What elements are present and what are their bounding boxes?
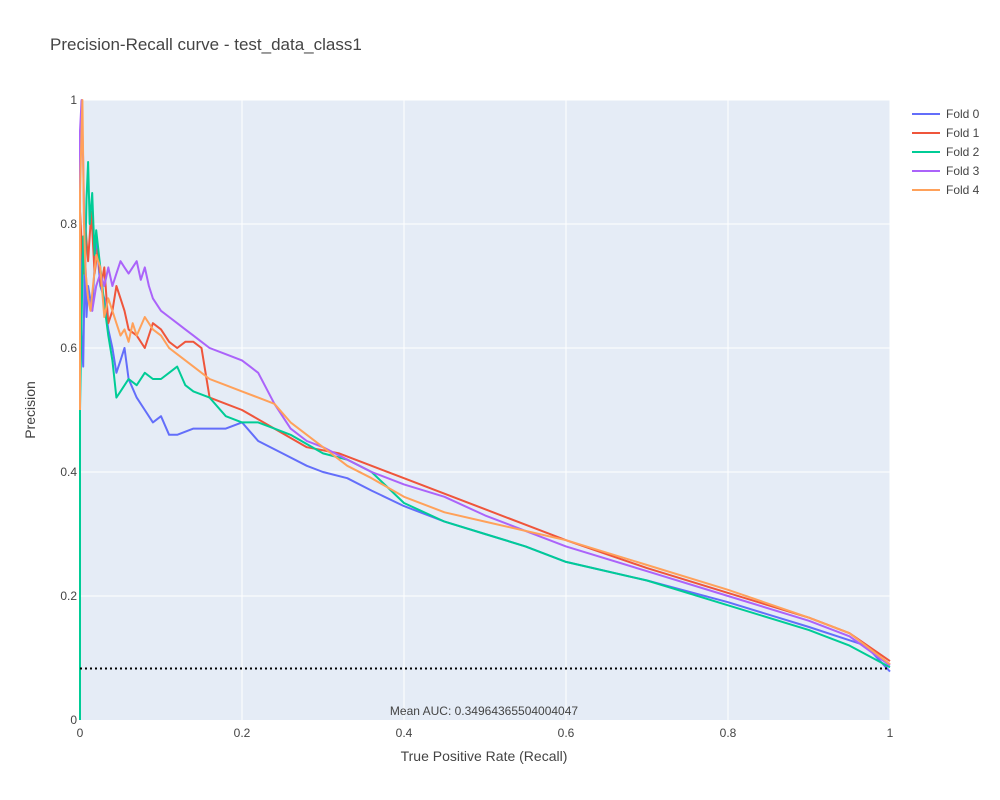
x-tick-label: 0.4 bbox=[396, 726, 413, 740]
y-tick-label: 1 bbox=[70, 93, 77, 107]
y-tick-label: 0.2 bbox=[60, 589, 77, 603]
grid-lines bbox=[80, 99, 891, 720]
x-tick-label: 0 bbox=[77, 726, 84, 740]
y-tick-label: 0.6 bbox=[60, 341, 77, 355]
x-tick-label: 0.2 bbox=[234, 726, 251, 740]
series-line-fold-1[interactable] bbox=[79, 210, 891, 662]
y-tick-label: 0.4 bbox=[60, 465, 77, 479]
legend-label: Fold 4 bbox=[946, 183, 980, 197]
legend-label: Fold 0 bbox=[946, 107, 980, 121]
series-layer bbox=[79, 99, 891, 720]
legend-label: Fold 3 bbox=[946, 164, 980, 178]
series-line-fold-4[interactable] bbox=[79, 99, 891, 665]
legend-item-fold-0[interactable]: Fold 0 bbox=[912, 107, 980, 121]
chart-title: Precision-Recall curve - test_data_class… bbox=[50, 35, 362, 54]
series-line-fold-3[interactable] bbox=[79, 99, 891, 667]
y-axis-title: Precision bbox=[22, 381, 38, 439]
tick-labels: 0 0.2 0.4 0.6 0.8 1 0 0.2 0.4 0.6 0.8 1 bbox=[60, 93, 893, 740]
x-axis-title: True Positive Rate (Recall) bbox=[401, 748, 568, 764]
mean-auc-annotation: Mean AUC: 0.34964365504004047 bbox=[390, 704, 578, 718]
legend-label: Fold 1 bbox=[946, 126, 980, 140]
series-line-fold-2[interactable] bbox=[79, 161, 891, 720]
plot-area bbox=[80, 100, 890, 720]
x-tick-label: 1 bbox=[887, 726, 894, 740]
legend[interactable]: Fold 0 Fold 1 Fold 2 Fold 3 Fold 4 bbox=[912, 107, 980, 197]
y-tick-label: 0 bbox=[70, 713, 77, 727]
x-tick-label: 0.8 bbox=[720, 726, 737, 740]
x-tick-label: 0.6 bbox=[558, 726, 575, 740]
legend-item-fold-2[interactable]: Fold 2 bbox=[912, 145, 980, 159]
legend-item-fold-1[interactable]: Fold 1 bbox=[912, 126, 980, 140]
legend-label: Fold 2 bbox=[946, 145, 980, 159]
legend-item-fold-4[interactable]: Fold 4 bbox=[912, 183, 980, 197]
legend-item-fold-3[interactable]: Fold 3 bbox=[912, 164, 980, 178]
y-tick-label: 0.8 bbox=[60, 217, 77, 231]
